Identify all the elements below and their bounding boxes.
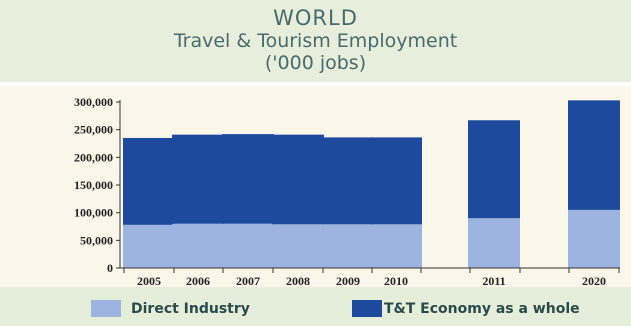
bar-total-2009 xyxy=(322,137,374,225)
bar-direct-2009 xyxy=(322,224,374,268)
bar-total-2005 xyxy=(123,137,175,225)
bar-direct-2011 xyxy=(468,218,520,268)
chart-subtitle: Travel & Tourism Employment xyxy=(173,30,458,52)
chart-units: ('000 jobs) xyxy=(264,52,367,74)
x-tick-label-2006: 2006 xyxy=(186,274,210,288)
x-tick-label-2010: 2010 xyxy=(384,274,408,288)
x-axis: 2005 2006 2007 2008 2009 2010 2011 2020 xyxy=(120,267,620,288)
bar-total-2007 xyxy=(222,134,274,224)
legend-label-total: T&T Economy as a whole xyxy=(384,301,580,317)
x-tick-label-2009: 2009 xyxy=(336,274,360,288)
bars-group xyxy=(123,100,620,268)
y-tick-label: 150,000 xyxy=(74,178,113,192)
chart-title: WORLD xyxy=(273,6,358,30)
legend-label-direct: Direct Industry xyxy=(131,301,250,317)
legend-swatch-direct xyxy=(91,300,121,317)
legend: Direct Industry T&T Economy as a whole xyxy=(91,300,580,317)
y-tick-label: 100,000 xyxy=(74,206,113,220)
title-band: WORLD Travel & Tourism Employment ('000 … xyxy=(0,0,631,82)
bar-direct-2005 xyxy=(123,224,175,268)
bar-direct-2010 xyxy=(370,224,422,268)
bar-total-2006 xyxy=(172,134,224,224)
x-tick-label-2011: 2011 xyxy=(482,274,505,288)
bar-total-2020 xyxy=(568,100,620,210)
bar-total-2010 xyxy=(370,137,422,225)
y-tick-label: 300,000 xyxy=(74,95,113,109)
bar-total-2008 xyxy=(272,134,324,225)
x-tick-label-2008: 2008 xyxy=(286,274,310,288)
y-tick-label: 50,000 xyxy=(80,233,113,247)
bar-direct-2008 xyxy=(272,224,324,268)
x-tick-label-2007: 2007 xyxy=(236,274,260,288)
y-tick-label: 0 xyxy=(107,261,113,275)
y-tick-label: 250,000 xyxy=(74,123,113,137)
legend-swatch-total xyxy=(352,300,382,317)
y-axis: 0 50,000 100,000 150,000 200,000 250,000 300,0… xyxy=(74,95,121,275)
bar-direct-2006 xyxy=(172,223,224,268)
x-tick-label-2005: 2005 xyxy=(137,274,161,288)
y-tick-label: 200,000 xyxy=(74,150,113,164)
bar-direct-2020 xyxy=(568,209,620,268)
x-tick-label-2020: 2020 xyxy=(582,274,606,288)
bar-direct-2007 xyxy=(222,223,274,268)
bar-total-2011 xyxy=(468,120,520,219)
